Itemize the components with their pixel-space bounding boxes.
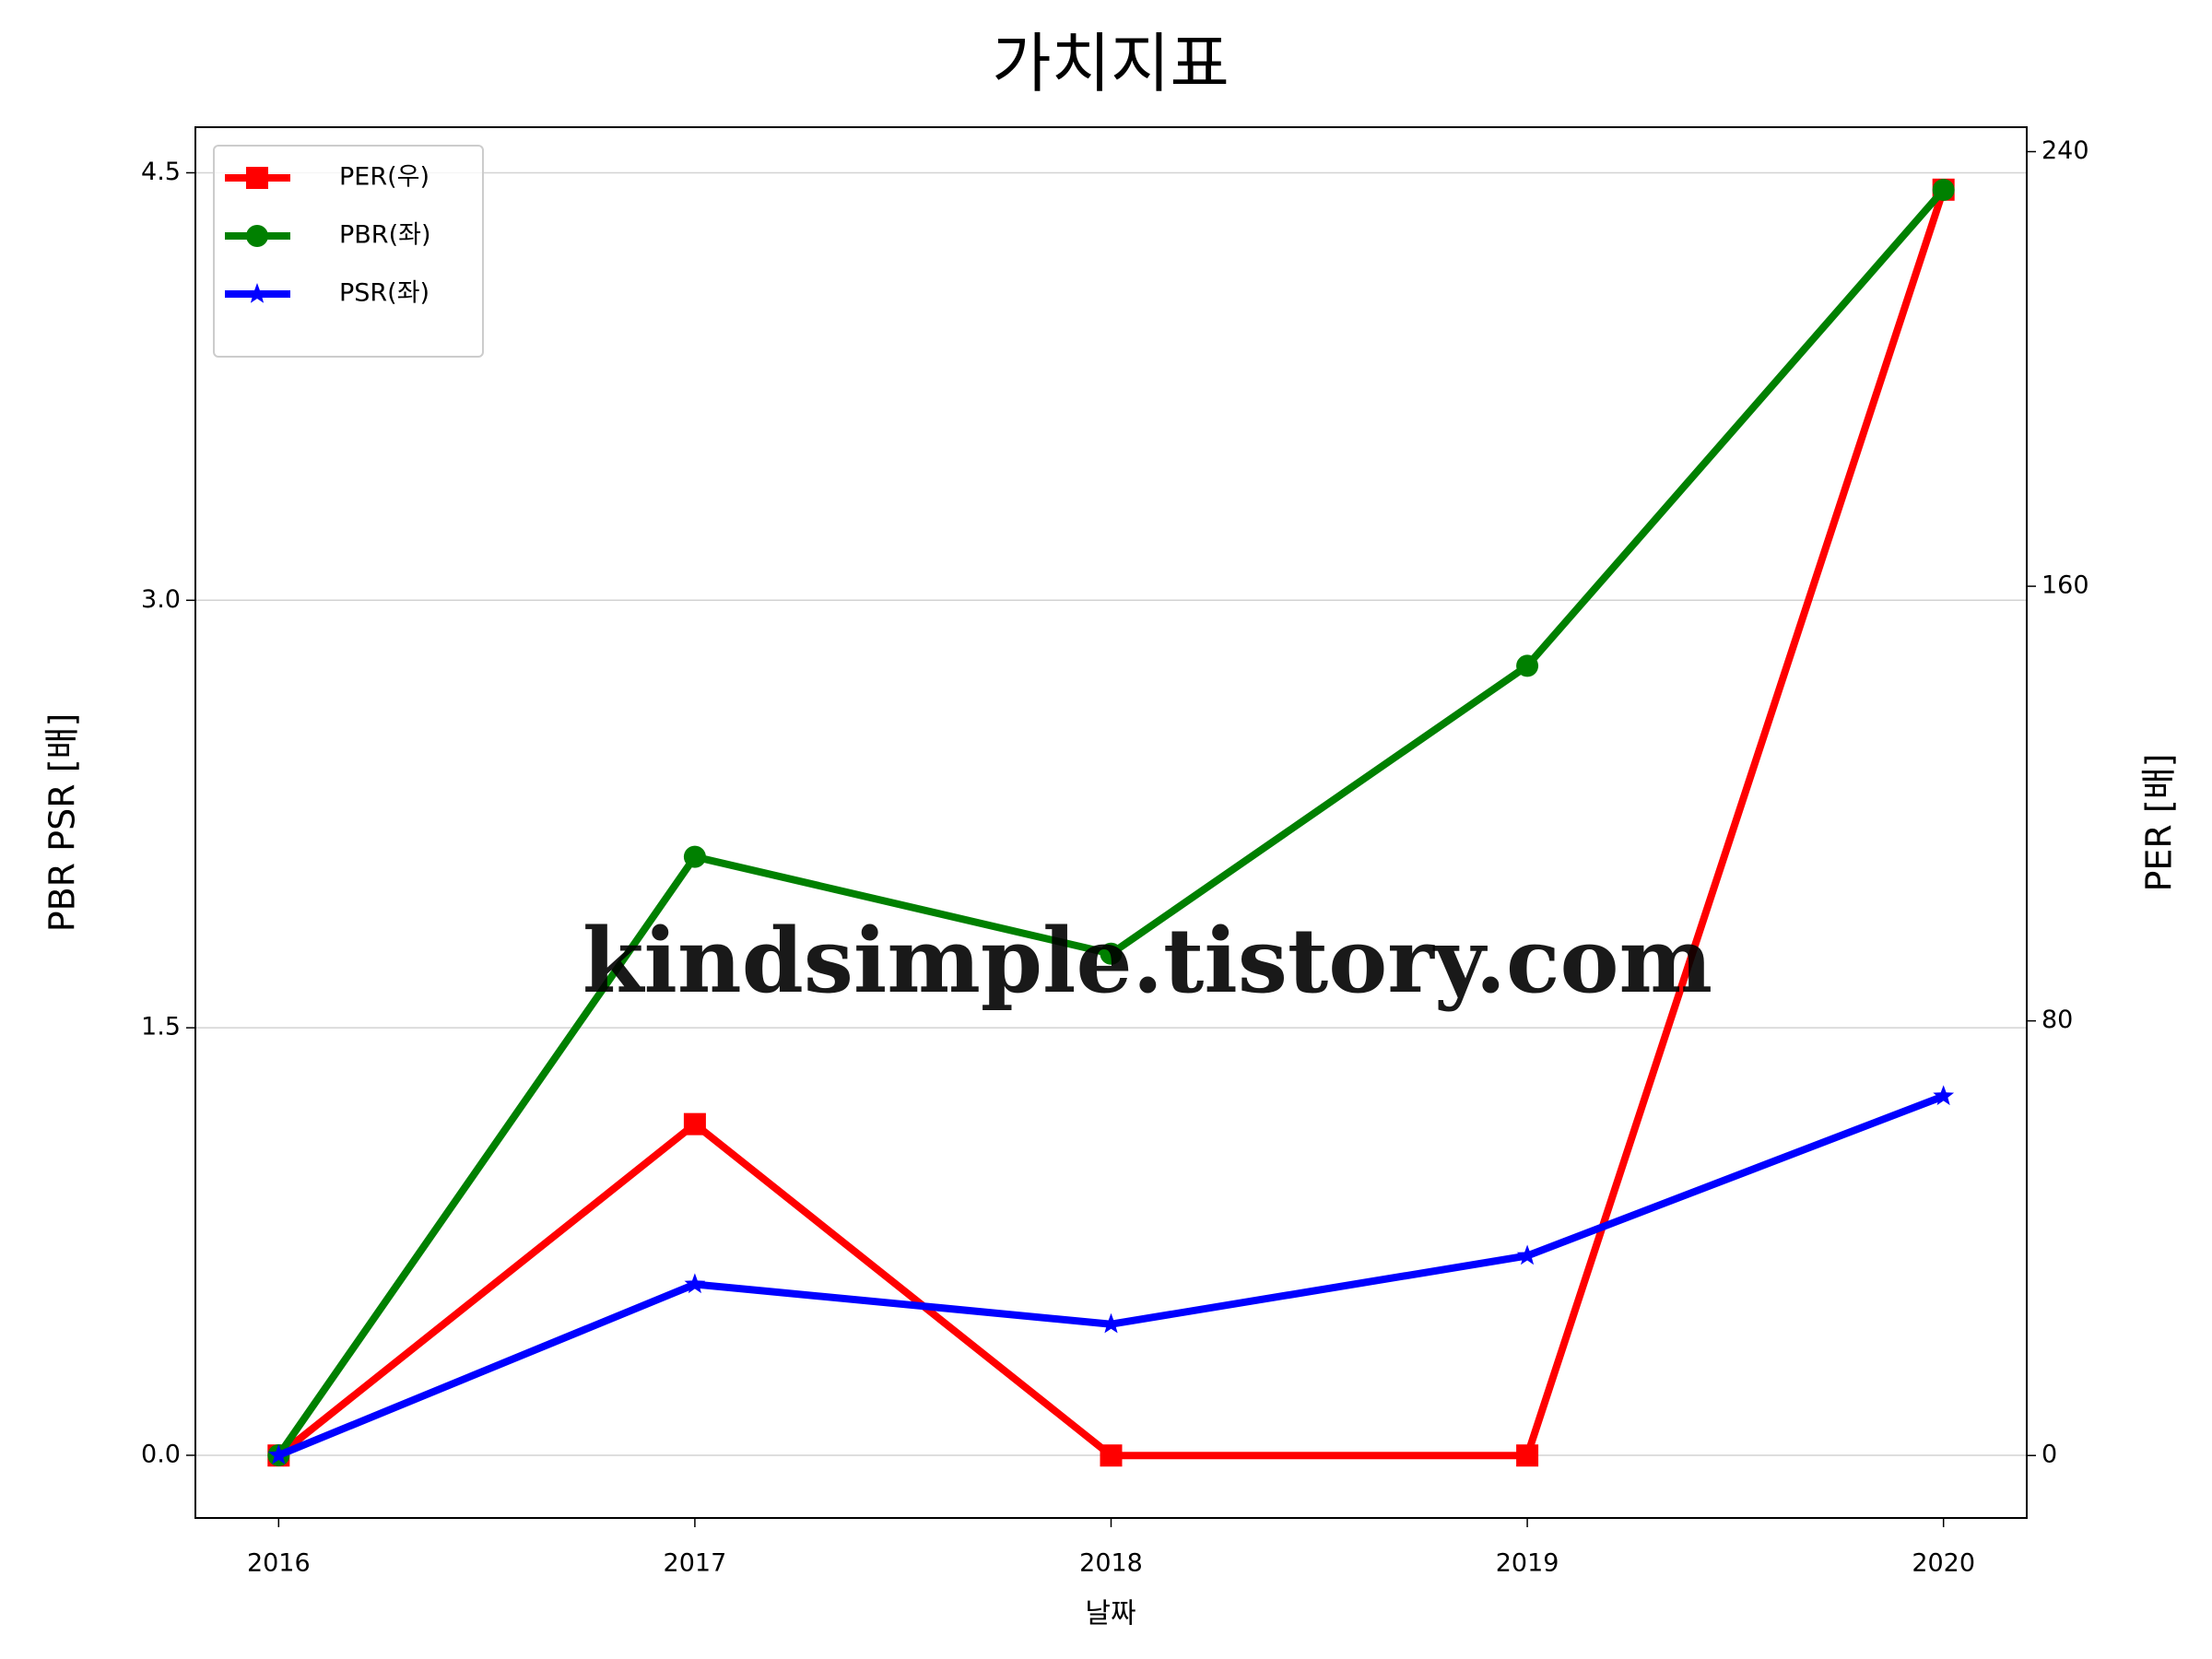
legend-label: PSR(좌) xyxy=(339,279,429,308)
x-tick-label: 2017 xyxy=(664,1549,727,1578)
y2-tick-label: 0 xyxy=(2041,1441,2057,1469)
y-tick-label: 3.0 xyxy=(141,585,181,614)
marker xyxy=(683,845,706,868)
watermark: kindsimple.tistory.com xyxy=(582,909,1712,1013)
legend-label: PBR(좌) xyxy=(339,221,430,250)
x-tick-label: 2019 xyxy=(1496,1549,1559,1578)
chart-title: 가치지표 xyxy=(992,26,1230,101)
marker xyxy=(683,1112,706,1135)
y2-tick-label: 240 xyxy=(2041,136,2089,165)
legend-marker xyxy=(246,167,268,189)
marker xyxy=(1932,179,1955,202)
x-tick-label: 2020 xyxy=(1912,1549,1975,1578)
y-axis-label: PBR PSR [배] xyxy=(42,713,83,933)
y2-tick-label: 160 xyxy=(2041,571,2089,600)
marker xyxy=(1100,1312,1122,1334)
marker xyxy=(1100,1444,1123,1467)
legend-box xyxy=(213,145,484,358)
legend-label: PER(우) xyxy=(339,163,429,192)
legend-marker xyxy=(246,283,268,303)
legend-marker xyxy=(246,225,268,247)
marker xyxy=(684,1273,706,1294)
x-tick-label: 2018 xyxy=(1079,1549,1143,1578)
y-tick-label: 0.0 xyxy=(141,1440,181,1468)
marker xyxy=(1516,654,1539,677)
marker xyxy=(267,1444,289,1465)
x-axis-label: 날짜 xyxy=(1085,1598,1135,1630)
y-tick-label: 4.5 xyxy=(141,158,181,186)
y2-axis-label: PER [배] xyxy=(2139,753,2180,891)
x-tick-label: 2016 xyxy=(247,1549,311,1578)
y2-tick-label: 80 xyxy=(2041,1006,2073,1034)
marker xyxy=(1516,1244,1538,1265)
marker xyxy=(1516,1444,1539,1467)
marker xyxy=(1933,1085,1955,1106)
marker xyxy=(1100,942,1123,965)
y-tick-label: 1.5 xyxy=(141,1013,181,1041)
plot-frame xyxy=(194,126,2028,1519)
